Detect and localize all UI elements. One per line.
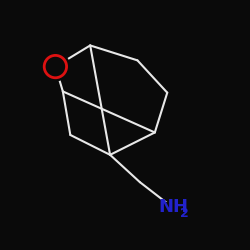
FancyBboxPatch shape [157,202,196,221]
Text: NH: NH [158,198,188,216]
Text: 2: 2 [180,207,188,220]
Circle shape [41,52,70,81]
